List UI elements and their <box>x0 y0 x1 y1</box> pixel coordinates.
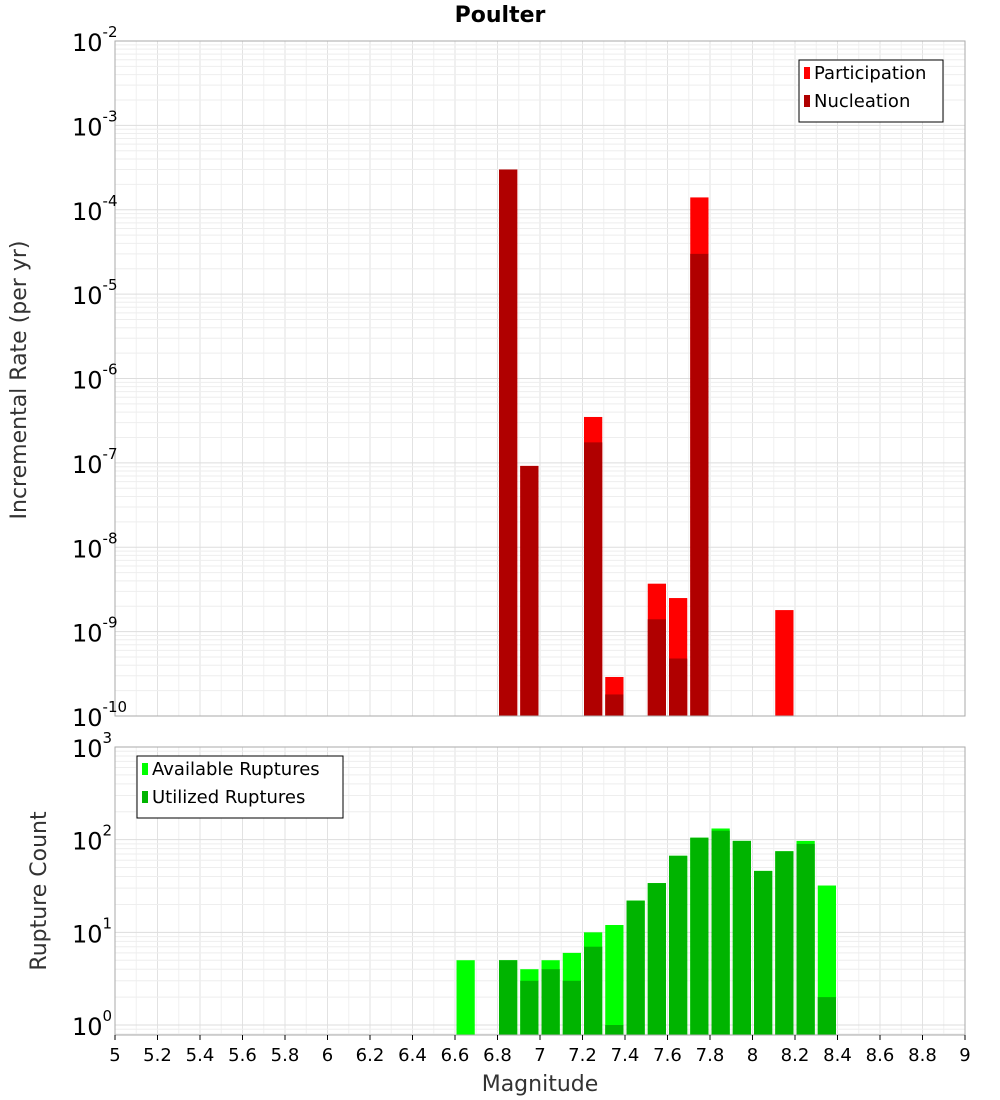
utilized-ruptures-bar <box>732 840 751 1035</box>
utilized-ruptures-bar <box>817 997 836 1035</box>
x-axis: 5 5.2 5.4 5.6 5.8 6 6.2 6.4 6.6 6.8 7 7.2 7.4 7.6 7.8 8… <box>109 1035 971 1066</box>
x-tick-label: 8.2 <box>781 1045 810 1066</box>
x-tick-label: 8 <box>747 1045 758 1066</box>
top-y-tick-label: 10-3 <box>72 107 118 141</box>
utilized-ruptures-bar <box>541 969 560 1035</box>
legend-label: Available Ruptures <box>152 759 320 780</box>
bottom-y-axis-label: Rupture Count <box>27 811 52 971</box>
bottom-y-tick-label: 102 <box>72 822 112 856</box>
nucleation-bar <box>669 658 688 716</box>
x-tick-label: 6 <box>322 1045 333 1066</box>
x-tick-label: 7.6 <box>653 1045 682 1066</box>
top-y-tick-label: 10-6 <box>72 361 118 395</box>
top-y-tick-label: 10-7 <box>72 445 118 479</box>
x-tick-label: 7.8 <box>696 1045 725 1066</box>
top-y-tick-label: 10-8 <box>72 529 118 563</box>
utilized-ruptures-bar <box>499 960 518 1035</box>
top-bars <box>499 169 794 717</box>
nucleation-bar <box>520 465 539 716</box>
top-plot-border <box>114 40 966 717</box>
bottom-panel: 100 101 102 103 Available Ruptures Utilized R… <box>72 729 966 1041</box>
utilized-ruptures-bar <box>775 851 794 1035</box>
nucleation-bar <box>647 619 666 716</box>
utilized-ruptures-bar <box>754 870 773 1035</box>
utilized-ruptures-bar <box>796 843 815 1035</box>
nucleation-bar <box>605 694 624 716</box>
x-tick-label: 6.2 <box>356 1045 385 1066</box>
x-tick-label: 7 <box>534 1045 545 1066</box>
top-panel: 10-10 10-9 10-8 10-7 10-6 10-5 10-4 10-3 10-2 Par… <box>72 23 966 732</box>
top-y-tick-label: 10-10 <box>72 698 127 732</box>
top-legend-box <box>798 59 944 123</box>
available-ruptures-bar <box>456 960 475 1035</box>
x-tick-label: 6.6 <box>441 1045 470 1066</box>
chart-title: Poulter <box>455 3 546 28</box>
utilized-ruptures-bar <box>690 837 709 1035</box>
x-tick-label: 8.4 <box>823 1045 852 1066</box>
utilized-ruptures-bar <box>626 900 645 1035</box>
x-tick-label: 6.4 <box>398 1045 427 1066</box>
x-tick-label: 5.8 <box>271 1045 300 1066</box>
utilized-ruptures-bar <box>562 980 581 1035</box>
top-y-tick-label: 10-5 <box>72 276 118 310</box>
nucleation-bar <box>584 442 603 716</box>
legend-swatch <box>142 763 148 775</box>
bottom-y-tick-label: 103 <box>72 729 112 763</box>
nucleation-bar <box>690 253 709 716</box>
bottom-bars <box>456 828 836 1035</box>
x-axis-label: Magnitude <box>482 1072 599 1097</box>
available-ruptures-bar <box>605 924 624 1035</box>
top-legend: Participation Nucleation <box>798 59 944 123</box>
x-tick-label: 7.4 <box>611 1045 640 1066</box>
x-tick-label: 5 <box>109 1045 120 1066</box>
legend-swatch <box>804 67 810 79</box>
top-y-tick-label: 10-4 <box>72 192 118 226</box>
x-tick-label: 6.8 <box>483 1045 512 1066</box>
x-tick-label: 8.6 <box>866 1045 895 1066</box>
legend-label: Nucleation <box>814 91 910 112</box>
utilized-ruptures-bar <box>669 855 688 1035</box>
bottom-legend: Available Ruptures Utilized Ruptures <box>136 755 344 819</box>
x-tick-label: 5.2 <box>143 1045 172 1066</box>
top-y-tick-label: 10-2 <box>72 23 118 57</box>
utilized-ruptures-bar <box>605 1025 624 1035</box>
legend-swatch <box>142 791 148 803</box>
x-tick-label: 5.4 <box>186 1045 215 1066</box>
legend-label: Utilized Ruptures <box>152 787 305 808</box>
legend-label: Participation <box>814 63 926 84</box>
x-tick-label: 7.2 <box>568 1045 597 1066</box>
x-tick-label: 5.6 <box>228 1045 257 1066</box>
x-tick-label: 9 <box>959 1045 970 1066</box>
utilized-ruptures-bar <box>711 830 730 1035</box>
top-y-axis-label: Incremental Rate (per yr) <box>7 241 32 520</box>
bottom-y-tick-label: 100 <box>72 1007 112 1041</box>
top-gridlines <box>114 40 966 717</box>
participation-bar <box>775 610 794 716</box>
utilized-ruptures-bar <box>520 980 539 1035</box>
x-tick-label: 8.8 <box>908 1045 937 1066</box>
bottom-y-tick-label: 101 <box>72 914 112 948</box>
nucleation-bar <box>499 169 518 716</box>
utilized-ruptures-bar <box>647 883 666 1035</box>
utilized-ruptures-bar <box>584 946 603 1035</box>
bottom-legend-box <box>136 755 344 819</box>
top-y-tick-label: 10-9 <box>72 614 118 648</box>
legend-swatch <box>804 95 810 107</box>
